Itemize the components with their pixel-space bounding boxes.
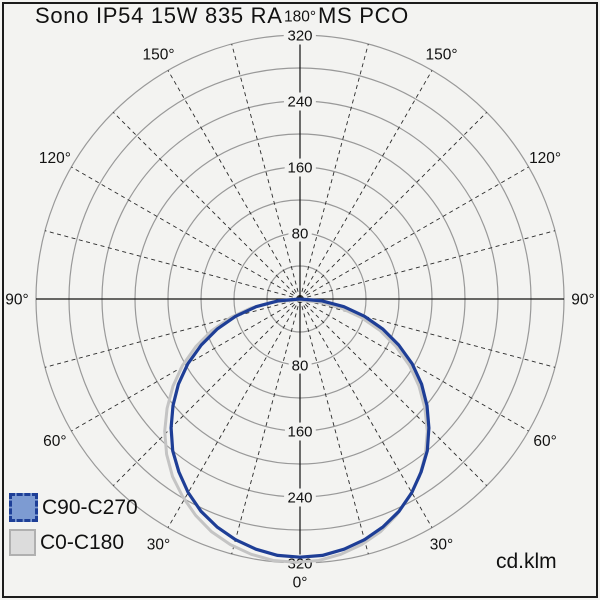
legend-swatch-c0-c180: [9, 529, 36, 556]
grid-spoke: [299, 298, 433, 528]
radial-tick-label: 240: [287, 489, 312, 506]
angle-label: 60°: [533, 433, 556, 450]
angle-label: 60°: [43, 433, 66, 450]
legend-item-c90-c270: C90-C270: [9, 493, 138, 522]
radial-tick-label: 80: [292, 225, 309, 242]
grid-spoke: [167, 298, 301, 528]
angle-label: 0°: [293, 574, 308, 591]
angle-label: 180°: [284, 8, 316, 25]
grid-spoke: [112, 298, 301, 487]
grid-spoke: [167, 70, 301, 300]
grid-spoke: [44, 230, 301, 300]
radial-tick-label: 160: [287, 423, 312, 440]
grid-spoke: [299, 43, 369, 300]
curve-c90-c270: [169, 297, 431, 559]
grid-spoke: [299, 70, 433, 300]
grid-spoke: [299, 166, 529, 300]
angle-label: 30°: [147, 537, 170, 554]
grid-spoke: [231, 298, 301, 555]
legend: C90-C270 C0-C180: [9, 493, 138, 563]
grid-spoke: [71, 298, 301, 432]
angle-label: 30°: [430, 537, 453, 554]
grid-spoke: [112, 111, 301, 300]
grid-spoke: [44, 298, 301, 368]
legend-item-c0-c180: C0-C180: [9, 529, 138, 556]
legend-label-c90-c270: C90-C270: [42, 496, 138, 519]
chart-title-left: Sono IP54 15W 835 RA: [35, 3, 283, 28]
radial-tick-label: 80: [292, 357, 309, 374]
unit-label: cd.klm: [496, 550, 557, 573]
angle-label: 90°: [5, 291, 28, 308]
grid-spoke: [231, 43, 301, 300]
grid-spoke: [299, 298, 556, 368]
legend-label-c0-c180: C0-C180: [40, 531, 125, 554]
angle-label: 120°: [529, 150, 561, 167]
grid-spoke: [299, 111, 488, 300]
grid-spoke: [299, 230, 556, 300]
radial-tick-label: 160: [287, 159, 312, 176]
angle-label: 90°: [571, 291, 594, 308]
chart-title-right: MS PCO: [318, 3, 409, 28]
legend-swatch-c90-c270: [9, 493, 38, 522]
angle-label: 120°: [39, 150, 71, 167]
grid-spoke: [299, 298, 488, 487]
grid-spoke: [71, 166, 301, 300]
grid-spoke: [299, 298, 369, 555]
grid-spoke: [299, 298, 529, 432]
radial-tick-label: 320: [287, 27, 312, 44]
radial-tick-label: 240: [287, 93, 312, 110]
curve-c0-c180: [163, 298, 429, 564]
angle-label: 150°: [142, 46, 174, 63]
angle-label: 150°: [425, 46, 457, 63]
